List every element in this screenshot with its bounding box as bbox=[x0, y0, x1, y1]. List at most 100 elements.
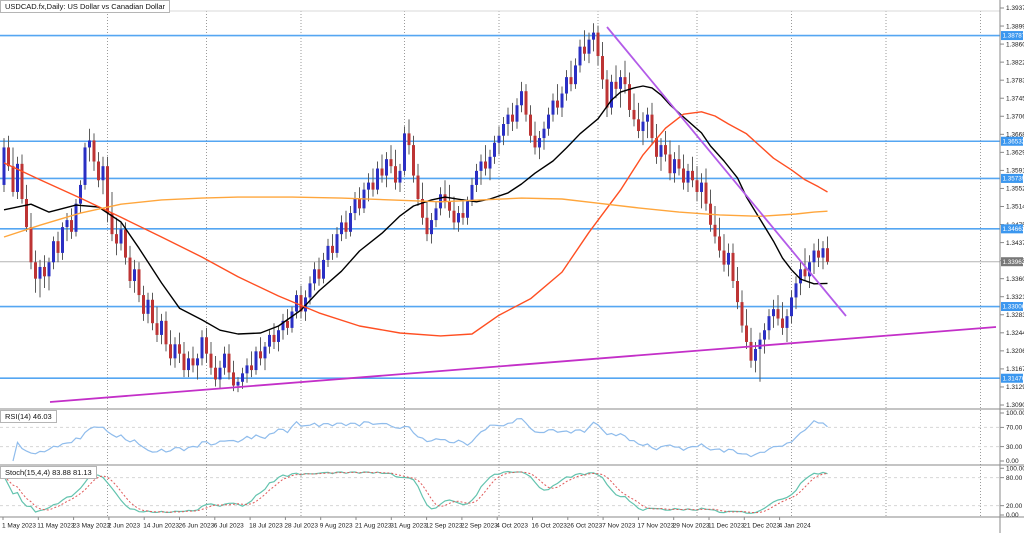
candle[interactable] bbox=[745, 309, 748, 349]
candle[interactable] bbox=[83, 142, 87, 190]
candle[interactable] bbox=[52, 236, 55, 270]
candle[interactable] bbox=[380, 154, 384, 183]
uptrend-line[interactable] bbox=[49, 326, 997, 403]
candle[interactable] bbox=[479, 154, 483, 185]
candle[interactable] bbox=[425, 201, 429, 242]
candle[interactable] bbox=[452, 196, 456, 230]
candle[interactable] bbox=[205, 327, 208, 364]
candle[interactable] bbox=[556, 84, 559, 115]
candle[interactable] bbox=[574, 58, 577, 89]
candle[interactable] bbox=[583, 30, 586, 61]
candle[interactable] bbox=[214, 356, 217, 387]
candle[interactable] bbox=[245, 358, 249, 383]
candle[interactable] bbox=[79, 180, 82, 214]
candle[interactable] bbox=[155, 306, 159, 342]
candle[interactable] bbox=[142, 285, 145, 321]
candle[interactable] bbox=[655, 124, 658, 164]
candle[interactable] bbox=[191, 346, 195, 373]
candle[interactable] bbox=[263, 341, 267, 371]
candle[interactable] bbox=[614, 65, 618, 99]
candle[interactable] bbox=[137, 262, 141, 303]
candle[interactable] bbox=[358, 187, 361, 216]
candle[interactable] bbox=[488, 149, 492, 181]
candle[interactable] bbox=[335, 227, 339, 258]
candle[interactable] bbox=[695, 166, 699, 202]
candle[interactable] bbox=[817, 238, 820, 267]
candle[interactable] bbox=[821, 241, 825, 270]
candle[interactable] bbox=[673, 152, 676, 183]
candle[interactable] bbox=[682, 154, 685, 190]
candle[interactable] bbox=[650, 102, 654, 146]
candle[interactable] bbox=[38, 259, 42, 298]
candle[interactable] bbox=[547, 107, 550, 136]
candle[interactable] bbox=[277, 325, 280, 352]
candle[interactable] bbox=[299, 285, 303, 319]
candle[interactable] bbox=[623, 60, 627, 94]
candle[interactable] bbox=[475, 163, 478, 192]
candle[interactable] bbox=[43, 255, 46, 289]
candle[interactable] bbox=[281, 313, 285, 340]
trendlines-layer[interactable] bbox=[49, 26, 997, 403]
candle[interactable] bbox=[47, 257, 51, 291]
candle[interactable] bbox=[704, 168, 708, 211]
candle[interactable] bbox=[601, 41, 604, 89]
candle[interactable] bbox=[344, 210, 348, 239]
candle[interactable] bbox=[587, 32, 591, 64]
candle[interactable] bbox=[16, 156, 19, 199]
candle[interactable] bbox=[790, 290, 793, 324]
candle[interactable] bbox=[466, 196, 469, 225]
candle[interactable] bbox=[223, 346, 226, 375]
candle[interactable] bbox=[97, 152, 100, 188]
candle[interactable] bbox=[484, 145, 487, 176]
candle[interactable] bbox=[736, 266, 739, 310]
candle[interactable] bbox=[722, 234, 726, 272]
candle[interactable] bbox=[493, 135, 496, 164]
candle[interactable] bbox=[178, 332, 181, 364]
candle[interactable] bbox=[313, 262, 316, 291]
candle[interactable] bbox=[385, 152, 388, 188]
candle[interactable] bbox=[461, 198, 465, 225]
candle[interactable] bbox=[637, 102, 640, 139]
candle[interactable] bbox=[326, 238, 330, 267]
candle[interactable] bbox=[542, 121, 546, 150]
candle[interactable] bbox=[497, 126, 501, 155]
candle[interactable] bbox=[628, 72, 631, 117]
candle[interactable] bbox=[34, 250, 37, 293]
candle[interactable] bbox=[749, 327, 753, 368]
candle[interactable] bbox=[389, 145, 393, 174]
candle[interactable] bbox=[713, 206, 717, 244]
candle[interactable] bbox=[182, 341, 186, 378]
candle[interactable] bbox=[506, 107, 510, 136]
candle[interactable] bbox=[169, 330, 172, 366]
candle[interactable] bbox=[115, 217, 118, 256]
candle[interactable] bbox=[331, 234, 334, 260]
candle[interactable] bbox=[520, 81, 523, 113]
candle[interactable] bbox=[763, 323, 766, 354]
candle[interactable] bbox=[403, 126, 406, 176]
candle[interactable] bbox=[677, 145, 681, 176]
candle[interactable] bbox=[569, 60, 573, 92]
candle[interactable] bbox=[610, 74, 613, 115]
candle[interactable] bbox=[20, 154, 24, 204]
candle[interactable] bbox=[241, 367, 244, 389]
candle[interactable] bbox=[286, 309, 289, 335]
candle[interactable] bbox=[362, 182, 366, 214]
candle[interactable] bbox=[596, 25, 600, 66]
candle[interactable] bbox=[56, 231, 60, 263]
candle[interactable] bbox=[92, 133, 96, 171]
candle[interactable] bbox=[781, 302, 784, 335]
candle[interactable] bbox=[538, 131, 541, 160]
candle[interactable] bbox=[259, 337, 262, 366]
candle[interactable] bbox=[592, 23, 595, 52]
candle[interactable] bbox=[515, 98, 519, 129]
candle[interactable] bbox=[826, 236, 829, 265]
candle[interactable] bbox=[565, 70, 568, 101]
candle[interactable] bbox=[25, 184, 28, 232]
candle[interactable] bbox=[718, 217, 721, 258]
candle[interactable] bbox=[218, 360, 222, 389]
candle[interactable] bbox=[772, 299, 775, 328]
candle[interactable] bbox=[502, 116, 505, 146]
candle[interactable] bbox=[236, 377, 240, 393]
candle[interactable] bbox=[407, 119, 411, 155]
